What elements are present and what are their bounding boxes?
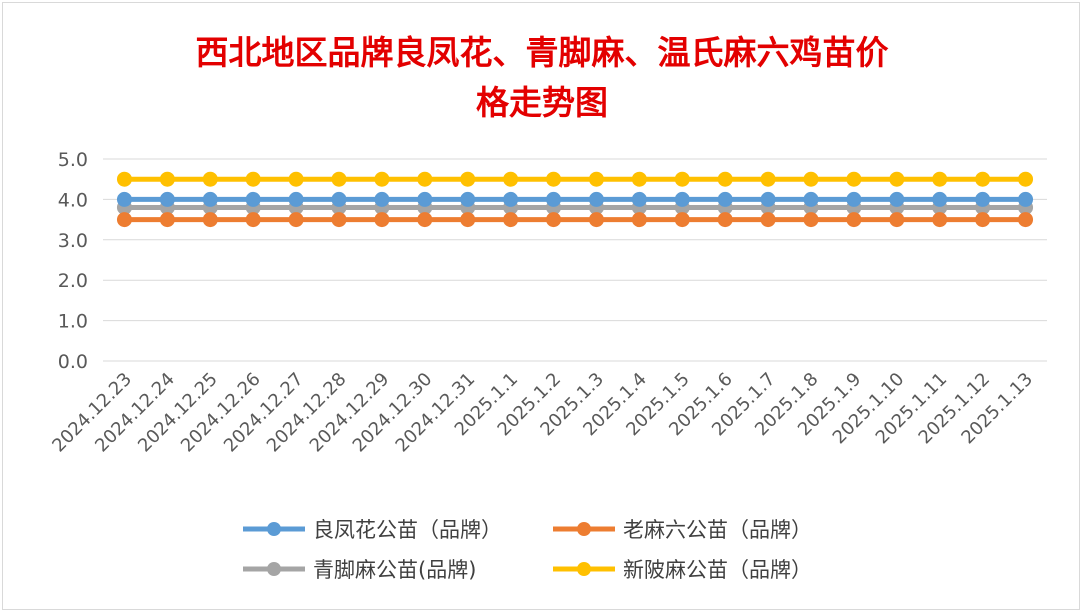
- data-point: [460, 212, 476, 228]
- legend: 良凤花公苗（品牌） 老麻六公苗（品牌） 青脚麻公苗(品牌) 新陂麻公苗（品牌）: [243, 518, 812, 582]
- data-point: [159, 191, 175, 207]
- data-point: [846, 212, 862, 228]
- legend-marker: [577, 562, 591, 576]
- data-point: [760, 212, 776, 228]
- data-point: [889, 191, 905, 207]
- legend-marker: [267, 562, 281, 576]
- data-point: [588, 212, 604, 228]
- data-point: [631, 171, 647, 187]
- data-point: [288, 171, 304, 187]
- data-point: [674, 212, 690, 228]
- data-point: [889, 212, 905, 228]
- legend-label: 良凤花公苗（品牌）: [313, 518, 502, 542]
- series-0: [116, 191, 1034, 207]
- data-point: [846, 191, 862, 207]
- data-point: [288, 212, 304, 228]
- data-point: [417, 171, 433, 187]
- data-point: [717, 171, 733, 187]
- y-axis-ticks: 0.0 1.0 2.0 3.0 4.0 5.0: [58, 149, 88, 373]
- data-point: [245, 212, 261, 228]
- data-point: [717, 212, 733, 228]
- data-point: [116, 191, 132, 207]
- y-tick-label: 4.0: [58, 189, 88, 211]
- data-point: [245, 171, 261, 187]
- y-tick-label: 3.0: [58, 230, 88, 252]
- data-point: [760, 171, 776, 187]
- data-point: [803, 191, 819, 207]
- data-point: [674, 191, 690, 207]
- data-point: [202, 191, 218, 207]
- data-point: [588, 191, 604, 207]
- legend-entry: 老麻六公苗（品牌）: [553, 518, 812, 542]
- data-point: [331, 171, 347, 187]
- gridlines: [103, 158, 1047, 362]
- legend-label: 老麻六公苗（品牌）: [623, 518, 812, 542]
- data-point: [374, 171, 390, 187]
- series-lines: [116, 171, 1034, 228]
- data-point: [417, 212, 433, 228]
- data-point: [631, 212, 647, 228]
- data-point: [288, 191, 304, 207]
- series-1: [116, 212, 1034, 228]
- data-point: [889, 171, 905, 187]
- data-point: [717, 191, 733, 207]
- data-point: [1018, 212, 1034, 228]
- legend-entry: 新陂麻公苗（品牌）: [553, 558, 812, 582]
- data-point: [331, 212, 347, 228]
- data-point: [803, 171, 819, 187]
- y-tick-label: 1.0: [58, 311, 88, 333]
- data-point: [460, 171, 476, 187]
- series-3: [116, 171, 1034, 187]
- data-point: [760, 191, 776, 207]
- y-tick-label: 5.0: [58, 149, 88, 171]
- data-point: [202, 212, 218, 228]
- data-point: [374, 212, 390, 228]
- y-tick-label: 0.0: [58, 351, 88, 373]
- y-tick-label: 2.0: [58, 270, 88, 292]
- data-point: [503, 191, 519, 207]
- data-point: [803, 212, 819, 228]
- data-point: [846, 171, 862, 187]
- data-point: [503, 171, 519, 187]
- data-point: [116, 171, 132, 187]
- data-point: [975, 171, 991, 187]
- data-point: [932, 171, 948, 187]
- data-point: [159, 212, 175, 228]
- data-point: [331, 191, 347, 207]
- legend-marker: [267, 522, 281, 536]
- legend-label: 新陂麻公苗（品牌）: [623, 558, 812, 582]
- data-point: [1018, 171, 1034, 187]
- data-point: [546, 171, 562, 187]
- data-point: [975, 191, 991, 207]
- legend-entry: 青脚麻公苗(品牌): [243, 558, 476, 582]
- data-point: [460, 191, 476, 207]
- data-point: [503, 212, 519, 228]
- data-point: [202, 171, 218, 187]
- chart-title-line-2: 格走势图: [476, 83, 608, 122]
- data-point: [588, 171, 604, 187]
- legend-entry: 良凤花公苗（品牌）: [243, 518, 502, 542]
- data-point: [546, 191, 562, 207]
- data-point: [975, 212, 991, 228]
- data-point: [674, 171, 690, 187]
- data-point: [546, 212, 562, 228]
- data-point: [417, 191, 433, 207]
- data-point: [116, 212, 132, 228]
- x-axis-ticks: 2024.12.232024.12.242024.12.252024.12.26…: [48, 369, 1037, 457]
- data-point: [1018, 191, 1034, 207]
- data-point: [932, 212, 948, 228]
- data-point: [374, 191, 390, 207]
- data-point: [631, 191, 647, 207]
- data-point: [932, 191, 948, 207]
- legend-marker: [577, 522, 591, 536]
- legend-label: 青脚麻公苗(品牌): [313, 558, 476, 582]
- data-point: [245, 191, 261, 207]
- chart-title-line-1: 西北地区品牌良凤花、青脚麻、温氏麻六鸡苗价: [195, 33, 889, 72]
- data-point: [159, 171, 175, 187]
